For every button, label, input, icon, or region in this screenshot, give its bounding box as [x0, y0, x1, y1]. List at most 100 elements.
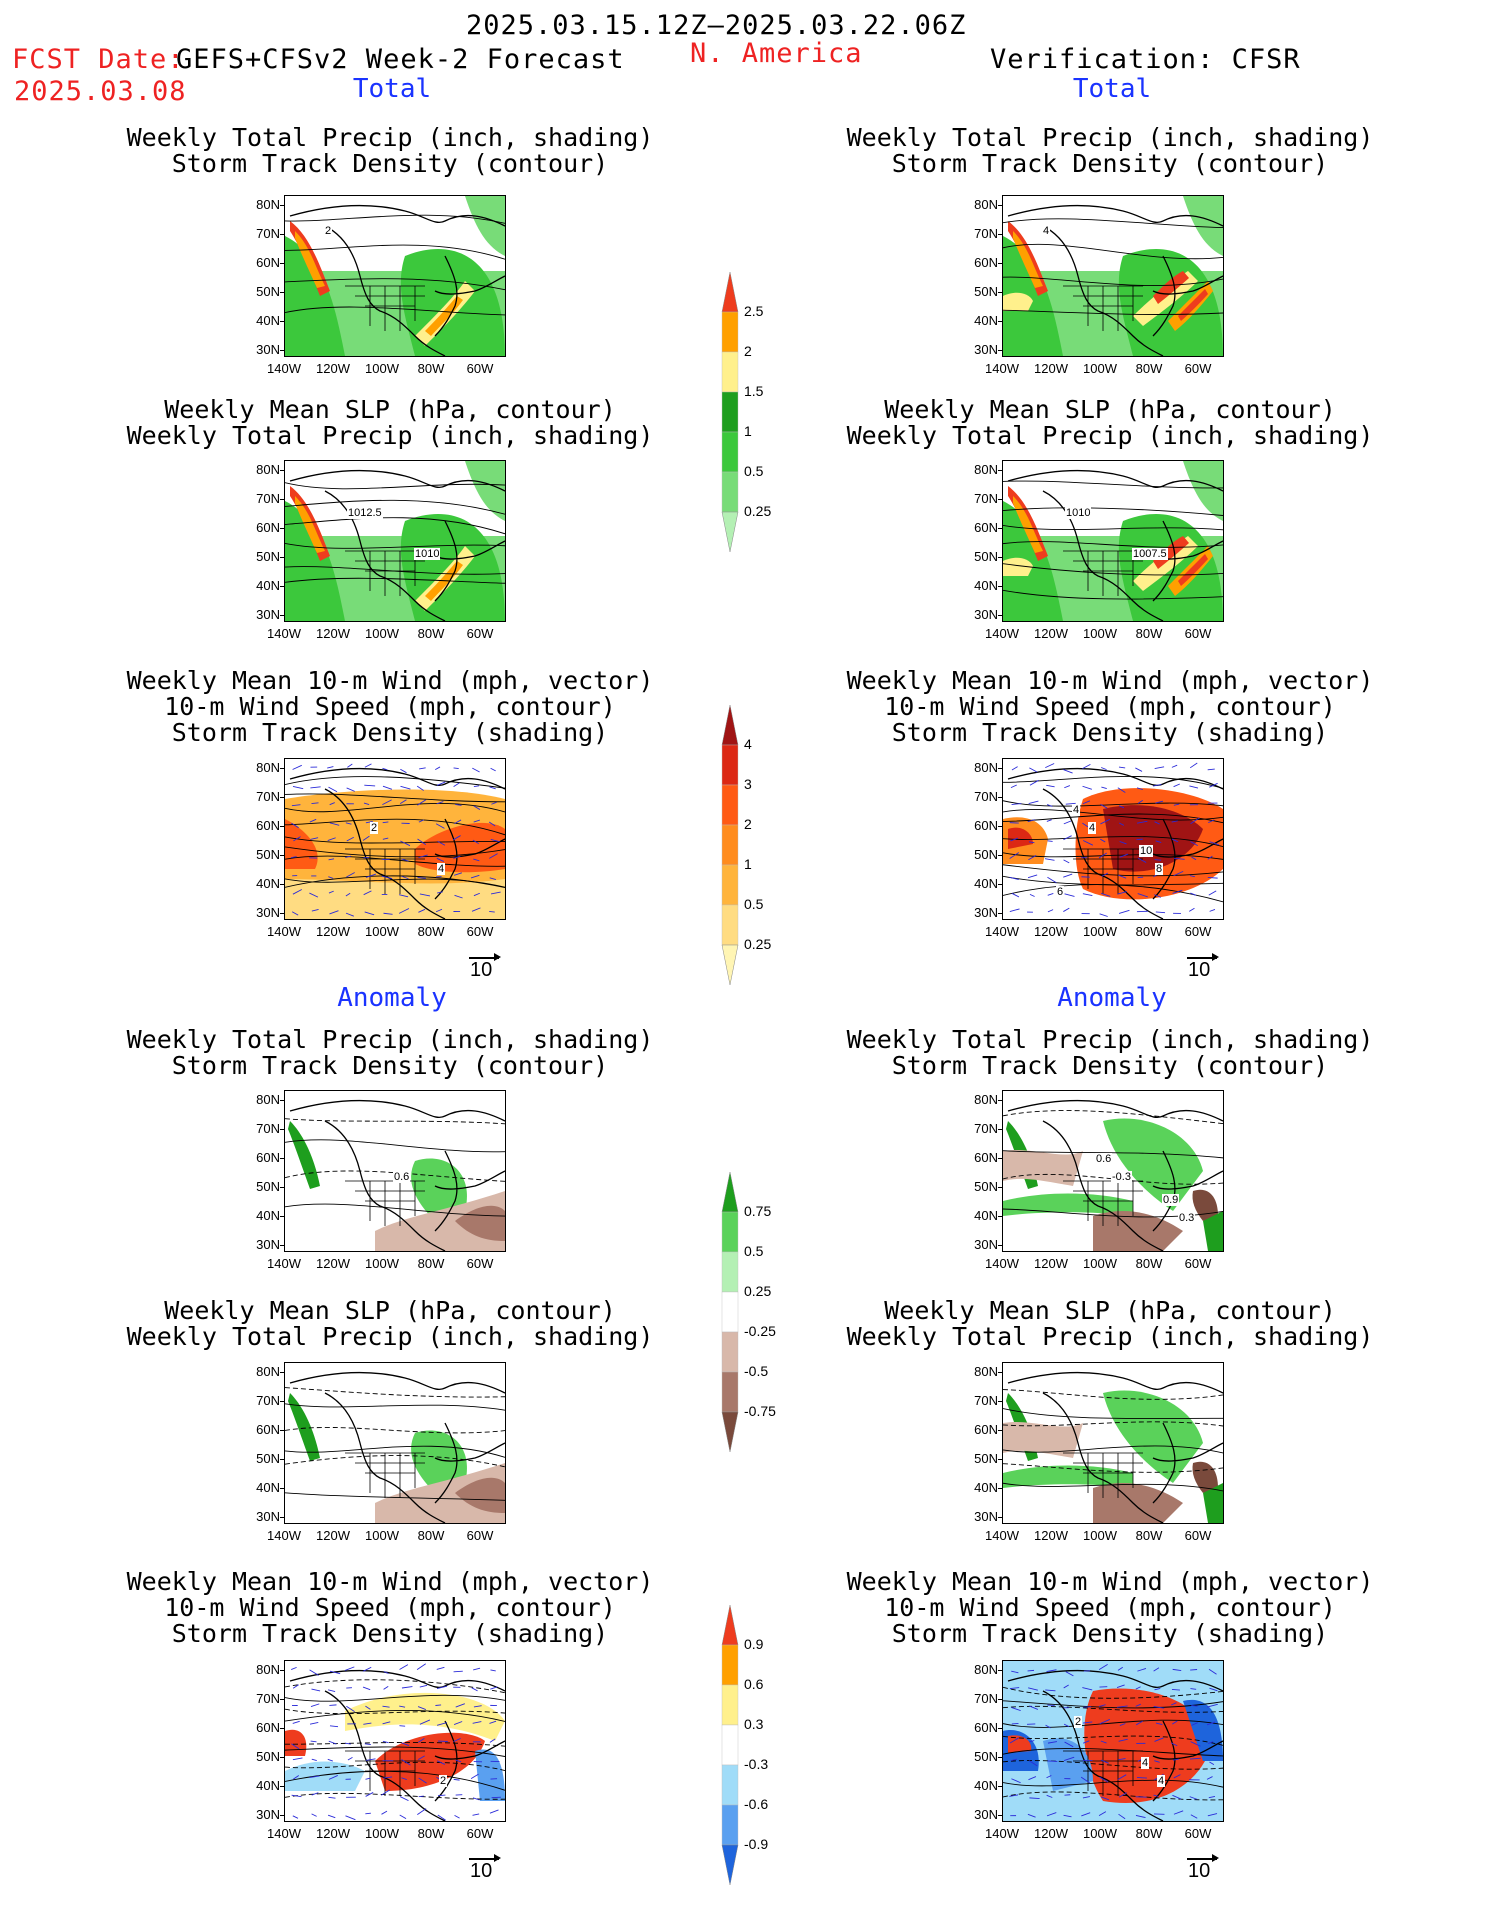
wind-vector: [399, 1725, 406, 1727]
wind-vector: [1190, 1741, 1201, 1747]
lon-tick-label: 100W: [1083, 924, 1117, 939]
panel-title-line: Weekly Mean SLP (hPa, contour): [884, 1296, 1336, 1325]
colorbar-swatch: [721, 944, 739, 986]
lat-tick: [280, 797, 284, 798]
lat-tick-label: 70N: [256, 491, 280, 506]
wind-vector: [473, 805, 481, 810]
contour-line: [285, 776, 505, 789]
section-total-right: Total: [1072, 74, 1152, 104]
contour-label: 4: [1088, 822, 1097, 834]
colorbar-tick-label: 1.5: [744, 383, 764, 399]
contour-line: [285, 1492, 505, 1501]
lat-tick-label: 60N: [974, 818, 998, 833]
wind-vector: [399, 799, 407, 805]
panel-title-line: 10-m Wind Speed (mph, contour): [164, 692, 616, 721]
lat-tick: [998, 1786, 1002, 1787]
map-fcst-slp_anom: [284, 1362, 506, 1524]
colorbar-tick-label: 1: [744, 423, 752, 439]
wind-vector: [437, 1794, 446, 1797]
contour-label: 8: [1155, 863, 1164, 875]
precip-anom-shade: [375, 1191, 505, 1251]
precip-shade: [1183, 461, 1223, 521]
lat-tick: [998, 1670, 1002, 1671]
contour-line: [285, 818, 505, 836]
lon-tick-label: 120W: [1034, 924, 1068, 939]
contour-label: 1012.5: [347, 507, 383, 519]
wind-vector: [1116, 1705, 1128, 1708]
wind-vector: [291, 1666, 297, 1671]
wind-vector: [365, 1705, 371, 1710]
wind-reference-arrow: [1187, 954, 1219, 960]
wind-vector: [1118, 1813, 1126, 1820]
wind-vector: [309, 1722, 319, 1725]
lat-tick: [998, 470, 1002, 471]
wind-vector: [418, 1777, 427, 1784]
lat-tick: [998, 768, 1002, 769]
wind-vector: [453, 1721, 463, 1726]
lat-tick: [998, 1187, 1002, 1188]
wind-vector: [383, 1776, 393, 1779]
wind-vector: [1118, 822, 1125, 826]
wind-vector: [473, 785, 480, 787]
wind-vector: [1190, 841, 1198, 847]
wind-vector: [1190, 892, 1197, 896]
wind-vector: [1065, 802, 1076, 805]
wind-vector: [1046, 1794, 1053, 1798]
contour-line: [1003, 1150, 1223, 1159]
lon-tick-label: 140W: [985, 1826, 1019, 1841]
lat-tick-label: 80N: [974, 1662, 998, 1677]
wind-vector: [1046, 1669, 1057, 1673]
storm-shade: [285, 879, 505, 919]
colorbar-tick-label: 0.9: [744, 1636, 764, 1652]
contour-line: [1003, 589, 1223, 600]
wind-vector: [436, 1722, 448, 1726]
wind-vector: [401, 875, 409, 880]
map-ver-precip_anom: [1002, 1090, 1224, 1252]
lat-tick-label: 60N: [974, 255, 998, 270]
lat-tick: [998, 1401, 1002, 1402]
lat-tick-label: 30N: [974, 342, 998, 357]
wind-vector: [399, 1664, 409, 1670]
lat-tick: [280, 470, 284, 471]
contour-line: [285, 875, 505, 889]
lon-tick-label: 120W: [1034, 1256, 1068, 1271]
lat-tick-label: 40N: [974, 1208, 998, 1223]
colorbar-tick-label: 2.5: [744, 303, 764, 319]
wind-vector: [399, 1814, 407, 1820]
wind-vector: [1118, 1738, 1128, 1742]
wind-vector: [382, 821, 389, 824]
wind-vector: [1028, 1687, 1038, 1691]
colorbar-tick-label: 4: [744, 736, 752, 752]
contour-label: 2: [439, 1775, 448, 1787]
wind-vector: [454, 894, 463, 899]
precip-shade: [285, 236, 345, 356]
lat-tick-label: 30N: [974, 1807, 998, 1822]
contour-line: [1003, 1408, 1223, 1419]
contour-label: 4: [1141, 1757, 1150, 1769]
lat-tick-label: 30N: [256, 607, 280, 622]
lon-tick-label: 100W: [365, 1528, 399, 1543]
lat-tick: [280, 205, 284, 206]
wind-vector: [311, 1688, 321, 1692]
lat-tick: [998, 1245, 1002, 1246]
colorbar-tick-label: -0.25: [744, 1323, 776, 1339]
lat-tick: [280, 1786, 284, 1787]
wind-vector: [1011, 892, 1020, 898]
wind-vector: [381, 1810, 388, 1815]
lat-tick: [998, 1129, 1002, 1130]
wind-vector: [490, 891, 501, 895]
panel-title-line: Weekly Mean 10-m Wind (mph, vector): [846, 1567, 1374, 1596]
wind-vector: [417, 1755, 425, 1760]
wind-vector: [1136, 838, 1143, 841]
wind-vector: [291, 1743, 300, 1750]
wind-vector: [1118, 909, 1130, 914]
precip-shade: [1178, 289, 1208, 321]
precip-shade: [1183, 196, 1223, 256]
lat-tick: [998, 884, 1002, 885]
wind-vector: [363, 1722, 372, 1725]
wind-vector: [1082, 800, 1091, 805]
contour-line: [285, 1746, 505, 1757]
wind-vector: [1207, 1741, 1214, 1744]
contour-line: [285, 1118, 505, 1125]
lat-tick-label: 30N: [974, 1509, 998, 1524]
